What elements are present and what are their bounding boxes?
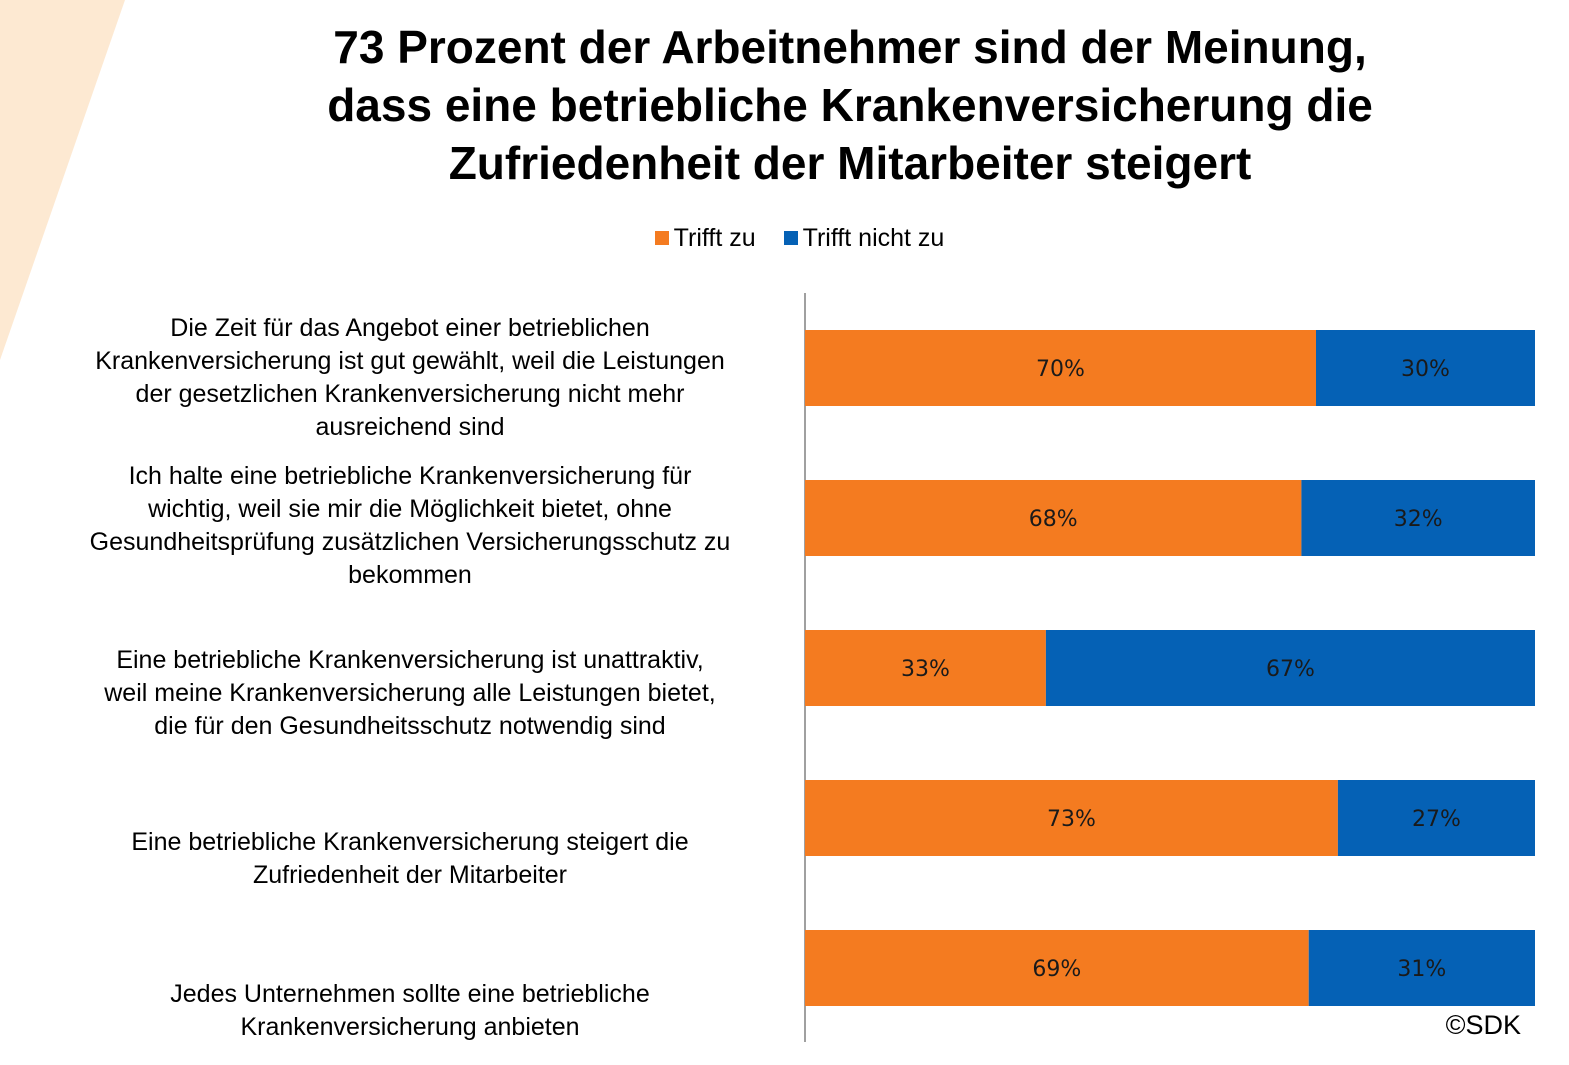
bar-trifft-nicht-zu-3 [1045, 630, 1535, 706]
bar-trifft-zu-1 [805, 330, 1316, 406]
data-label-trifft-nicht-zu-5: 31% [1397, 957, 1446, 982]
data-label-trifft-zu-1: 70% [1036, 357, 1085, 382]
chart-title-line-2: dass eine betriebliche Krankenversicheru… [327, 79, 1373, 131]
data-label-trifft-zu-4: 73% [1047, 807, 1096, 832]
category-label-4-line-2: Zufriedenheit der Mitarbeiter [252, 861, 568, 889]
legend-item-trifft-zu: Trifft zu [654, 223, 756, 253]
category-label-5: Jedes Unternehmen sollte eine betrieblic… [30, 978, 790, 1044]
category-label-4: Eine betriebliche Krankenversicherung st… [30, 826, 790, 892]
category-label-2-line-4: bekommen [348, 561, 472, 589]
category-label-1-line-2: Krankenversicherung ist gut gewählt, wei… [95, 347, 725, 375]
bar-trifft-nicht-zu-1 [1316, 330, 1535, 406]
bar-trifft-nicht-zu-5 [1308, 930, 1535, 1006]
bar-trifft-nicht-zu-2 [1301, 480, 1535, 556]
category-label-2: Ich halte eine betriebliche Krankenversi… [30, 460, 790, 592]
category-label-5-line-1: Jedes Unternehmen sollte eine betrieblic… [170, 980, 650, 1008]
data-label-trifft-zu-2: 68% [1029, 507, 1078, 532]
decorative-stripe-shape [0, 0, 125, 360]
category-label-1: Die Zeit für das Angebot einer betriebli… [30, 312, 790, 444]
decorative-background-stripe [0, 0, 125, 360]
data-label-trifft-nicht-zu-3: 67% [1266, 657, 1315, 682]
category-label-1-line-4: ausreichend sind [315, 413, 505, 441]
category-label-2-line-3: Gesundheitsprüfung zusätzlichen Versiche… [89, 528, 731, 556]
category-label-3-line-2: weil meine Krankenversicherung alle Leis… [104, 679, 716, 707]
legend-item-trifft-nicht-zu: Trifft nicht zu [783, 223, 945, 253]
chart-title-line-1: 73 Prozent der Arbeitnehmer sind der Mei… [333, 21, 1367, 73]
category-label-3-line-3: die für den Gesundheitsschutz notwendig … [154, 712, 666, 740]
data-label-trifft-nicht-zu-2: 32% [1394, 507, 1443, 532]
bar-trifft-zu-5 [805, 930, 1309, 1006]
category-label-3: Eine betriebliche Krankenversicherung is… [30, 644, 790, 743]
category-label-4-line-1: Eine betriebliche Krankenversicherung st… [131, 828, 689, 856]
bar-trifft-zu-2 [805, 480, 1302, 556]
data-label-trifft-nicht-zu-1: 30% [1401, 357, 1450, 382]
legend: Trifft zu Trifft nicht zu [0, 220, 1569, 256]
bar-trifft-nicht-zu-4 [1337, 780, 1535, 856]
category-label-5-line-2: Krankenversicherung anbieten [240, 1013, 580, 1041]
bar-trifft-zu-3 [805, 630, 1046, 706]
legend-swatch-trifft-zu [654, 231, 669, 245]
legend-label-trifft-zu: Trifft zu [673, 223, 756, 252]
copyright-notice: ©SDK [1445, 1010, 1521, 1040]
legend-label-trifft-nicht-zu: Trifft nicht zu [802, 223, 945, 252]
category-label-1-line-1: Die Zeit für das Angebot einer betriebli… [170, 314, 650, 342]
chart-title: 73 Prozent der Arbeitnehmer sind der Mei… [180, 18, 1520, 192]
data-label-trifft-nicht-zu-4: 27% [1412, 807, 1461, 832]
category-label-2-line-1: Ich halte eine betriebliche Krankenversi… [128, 462, 692, 490]
chart-title-line-3: Zufriedenheit der Mitarbeiter steigert [448, 137, 1252, 189]
data-label-trifft-zu-3: 33% [901, 657, 950, 682]
data-label-trifft-zu-5: 69% [1032, 957, 1081, 982]
bar-trifft-zu-4 [805, 780, 1338, 856]
legend-swatch-trifft-nicht-zu [783, 231, 798, 245]
category-label-3-line-1: Eine betriebliche Krankenversicherung is… [116, 646, 704, 674]
category-label-1-line-3: der gesetzlichen Krankenversicherung nic… [135, 380, 685, 408]
category-label-2-line-2: wichtig, weil sie mir die Möglichkeit bi… [148, 495, 672, 523]
